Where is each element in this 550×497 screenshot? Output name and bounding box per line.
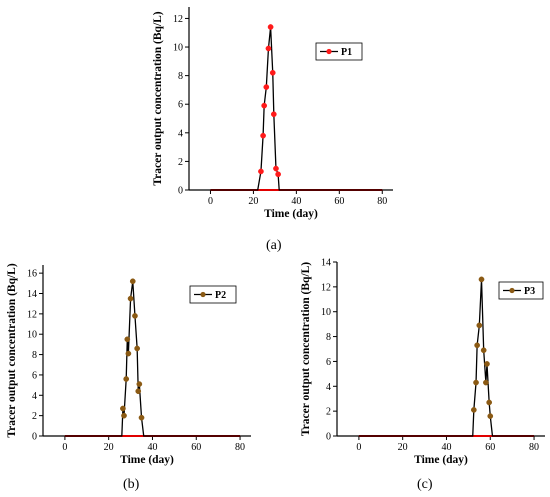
y-tick-label: 2 bbox=[32, 411, 37, 422]
x-tick-label: 40 bbox=[441, 442, 451, 453]
y-tick-label: 4 bbox=[326, 382, 331, 393]
x-tick-label: 60 bbox=[191, 442, 201, 453]
y-axis-label: Tracer output concentration (Bq/L) bbox=[152, 11, 164, 185]
data-point bbox=[124, 336, 131, 343]
x-tick-label: 0 bbox=[208, 196, 213, 207]
x-tick-label: 40 bbox=[147, 442, 157, 453]
x-axis-label: Time (day) bbox=[120, 454, 174, 466]
data-point bbox=[260, 132, 266, 139]
data-point bbox=[484, 361, 490, 367]
series-line bbox=[210, 26, 383, 191]
x-tick-label: 40 bbox=[291, 196, 301, 207]
y-tick-label: 10 bbox=[27, 330, 37, 341]
data-point bbox=[127, 295, 134, 302]
x-tick-label: 0 bbox=[356, 442, 361, 453]
data-point bbox=[483, 379, 489, 386]
data-point bbox=[121, 412, 127, 419]
data-point bbox=[487, 413, 494, 419]
sublabel-a: (a) bbox=[266, 238, 282, 253]
data-point bbox=[473, 379, 479, 386]
data-point bbox=[480, 347, 487, 354]
x-tick-label: 20 bbox=[398, 442, 408, 453]
x-tick-label: 20 bbox=[248, 196, 258, 207]
data-point bbox=[120, 405, 126, 412]
data-point bbox=[275, 171, 281, 178]
y-tick-label: 10 bbox=[173, 43, 183, 54]
y-tick-label: 0 bbox=[32, 432, 37, 443]
data-point bbox=[132, 313, 138, 319]
y-tick-label: 2 bbox=[326, 407, 331, 418]
sublabel-b: (b) bbox=[123, 477, 140, 492]
y-axis-label: Tracer output concentration (Bq/L) bbox=[300, 262, 312, 436]
data-point bbox=[486, 399, 493, 406]
data-point bbox=[478, 276, 485, 283]
x-tick-label: 20 bbox=[104, 442, 114, 453]
legend-label: P1 bbox=[341, 47, 352, 58]
x-tick-label: 60 bbox=[485, 442, 495, 453]
data-point bbox=[125, 350, 132, 357]
legend-marker bbox=[326, 48, 332, 55]
y-tick-label: 14 bbox=[27, 289, 37, 300]
chart-p3: 0 20 40 60 80 0 2 4 6 8 10 12 14 Time (day) Tracer out… bbox=[300, 258, 545, 466]
x-tick-label: 80 bbox=[377, 196, 387, 207]
legend-box bbox=[189, 285, 237, 304]
y-tick-label: 14 bbox=[321, 258, 331, 269]
data-point bbox=[135, 388, 142, 395]
y-tick-label: 6 bbox=[326, 357, 331, 368]
y-axis-label: Tracer output concentration (Bq/L) bbox=[6, 263, 18, 437]
y-tick-label: 0 bbox=[326, 432, 331, 443]
data-point bbox=[263, 84, 270, 90]
x-axis-label: Time (day) bbox=[264, 208, 318, 220]
y-tick-label: 12 bbox=[321, 282, 331, 293]
y-tick-label: 0 bbox=[178, 186, 183, 197]
data-point bbox=[267, 24, 274, 30]
y-tick-label: 6 bbox=[178, 100, 183, 111]
data-point bbox=[123, 376, 130, 382]
data-point bbox=[470, 407, 477, 413]
x-tick-label: 60 bbox=[334, 196, 344, 207]
legend-marker bbox=[200, 291, 206, 298]
sublabel-c: (c) bbox=[417, 477, 433, 492]
y-tick-label: 12 bbox=[173, 14, 183, 25]
data-point bbox=[258, 168, 264, 175]
chart-p2: 0 20 40 60 80 0 2 4 6 8 10 12 14 16 Time (day) Tracer o… bbox=[6, 263, 251, 466]
legend-box bbox=[315, 42, 363, 61]
legend-label: P3 bbox=[524, 286, 535, 297]
data-point bbox=[273, 165, 279, 172]
series-line bbox=[358, 278, 535, 437]
x-tick-label: 0 bbox=[62, 442, 67, 453]
y-tick-label: 8 bbox=[178, 71, 183, 82]
chart-p1: 0 20 40 60 80 0 2 4 6 8 10 12 Time (day) Tracer outpu… bbox=[152, 7, 393, 220]
data-point bbox=[129, 278, 136, 285]
y-tick-label: 2 bbox=[178, 157, 183, 168]
data-point bbox=[136, 381, 143, 387]
y-tick-label: 8 bbox=[326, 332, 331, 343]
x-tick-label: 80 bbox=[235, 442, 245, 453]
data-point bbox=[474, 342, 480, 349]
data-point bbox=[269, 69, 276, 76]
data-point bbox=[265, 45, 272, 52]
y-tick-label: 16 bbox=[27, 269, 37, 280]
data-point bbox=[261, 102, 268, 109]
y-tick-label: 10 bbox=[321, 307, 331, 318]
x-axis-label: Time (day) bbox=[414, 454, 468, 466]
data-point bbox=[270, 111, 277, 118]
data-point bbox=[134, 345, 140, 352]
y-tick-label: 12 bbox=[27, 309, 37, 320]
data-point bbox=[476, 322, 483, 329]
legend-marker bbox=[509, 287, 515, 294]
x-tick-label: 80 bbox=[529, 442, 539, 453]
y-tick-label: 8 bbox=[32, 350, 37, 361]
y-tick-label: 4 bbox=[178, 128, 183, 139]
legend-label: P2 bbox=[215, 290, 226, 301]
y-tick-label: 6 bbox=[32, 370, 37, 381]
y-tick-label: 4 bbox=[32, 391, 37, 402]
series-line bbox=[64, 280, 241, 437]
data-point bbox=[138, 414, 145, 421]
